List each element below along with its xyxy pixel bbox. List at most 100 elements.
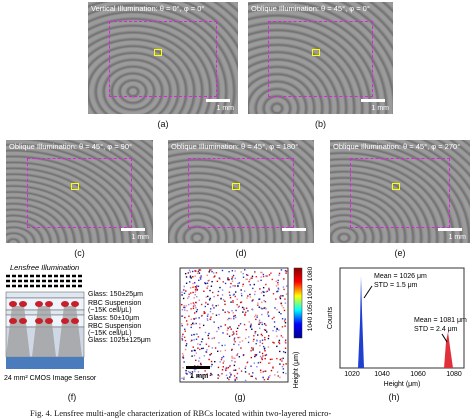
height-dot [203,311,205,313]
height-dot [233,375,236,377]
height-dot [223,360,225,362]
height-dot [199,269,202,271]
height-dot [284,298,286,300]
height-dot [195,359,197,362]
height-dot [253,271,256,274]
height-dot [234,270,236,272]
height-dot [210,352,213,355]
height-dot [205,302,207,304]
height-dot [282,371,285,374]
height-dot [281,326,284,328]
height-dot [211,347,214,349]
height-dot [195,310,198,313]
height-dot [215,272,218,274]
height-dot [277,284,279,286]
height-dot [221,289,224,291]
height-dot [266,275,268,277]
height-dot [220,298,222,300]
height-dot [221,369,224,371]
height-dot [221,269,224,272]
height-dot [231,357,233,359]
height-dot [247,341,250,344]
height-dot [210,372,212,375]
panel-label: (d) [235,248,247,258]
height-dot [255,377,257,380]
height-dot [230,317,232,320]
height-dot [264,350,266,352]
micrograph: Oblique Illumination: θ = 45°, φ = 0° 1 m… [248,2,393,114]
height-dot [194,270,196,272]
height-dot [217,304,220,307]
height-dot [230,301,232,303]
height-dot [215,314,218,316]
height-dot [250,350,252,352]
height-dot [207,303,209,305]
height-dot [238,367,240,370]
height-dot [259,355,262,358]
height-dot [196,285,198,287]
colorbar-tick: 1060 [307,284,314,299]
height-dot [238,305,240,308]
scale-text: 1 mm [190,373,208,380]
height-dot [208,332,210,335]
height-dot [220,325,222,328]
height-dot [285,363,287,365]
height-dot [183,336,186,339]
height-dot [183,376,185,379]
height-dot [237,285,239,287]
height-dot [265,308,267,310]
height-dot [209,374,212,377]
height-dot [198,357,201,359]
height-dot [188,295,190,298]
height-dot [224,303,226,306]
height-dot [211,363,213,366]
height-dot [242,354,245,357]
height-dot [205,351,207,353]
height-dot [181,352,184,355]
height-dot [213,337,215,339]
sensor [6,357,84,369]
height-dot [241,285,244,287]
height-dot [184,316,186,319]
height-dot [260,307,262,309]
height-dot [224,300,226,302]
height-dot [250,277,252,279]
height-dot [278,329,280,331]
height-dot [181,339,184,341]
height-dot [206,349,208,351]
height-dot [231,355,233,358]
height-dot [200,303,203,306]
height-dot [188,315,190,317]
height-dot [194,275,196,277]
height-dot [261,357,263,359]
height-dot [259,340,261,342]
height-dot [230,328,232,330]
colorbar-label: Height (μm) [293,352,300,389]
height-dot [195,352,198,354]
height-dot [254,332,256,335]
height-dot [228,317,230,320]
height-dot [237,336,239,339]
sensor-label: 24 mm² CMOS Image Sensor [4,375,97,382]
height-dot [241,306,244,309]
height-dot [210,360,213,363]
height-dot [254,354,256,356]
height-dot [209,354,211,356]
height-dot [228,378,230,381]
panel-label: (a) [157,119,169,129]
layer-label: Glass: 150±25μm [88,291,143,298]
height-dot [198,269,200,271]
height-dot [259,361,262,364]
height-dot [284,318,286,320]
height-dot [266,313,269,315]
height-dot [261,352,264,355]
height-dot [227,310,229,313]
height-dot [189,276,192,278]
height-dot [209,269,211,272]
height-dot [259,341,261,344]
height-dot [199,343,201,346]
height-dot [260,371,262,374]
height-dot [260,333,263,336]
height-dot [234,357,236,360]
panel-label: (h) [388,392,400,402]
